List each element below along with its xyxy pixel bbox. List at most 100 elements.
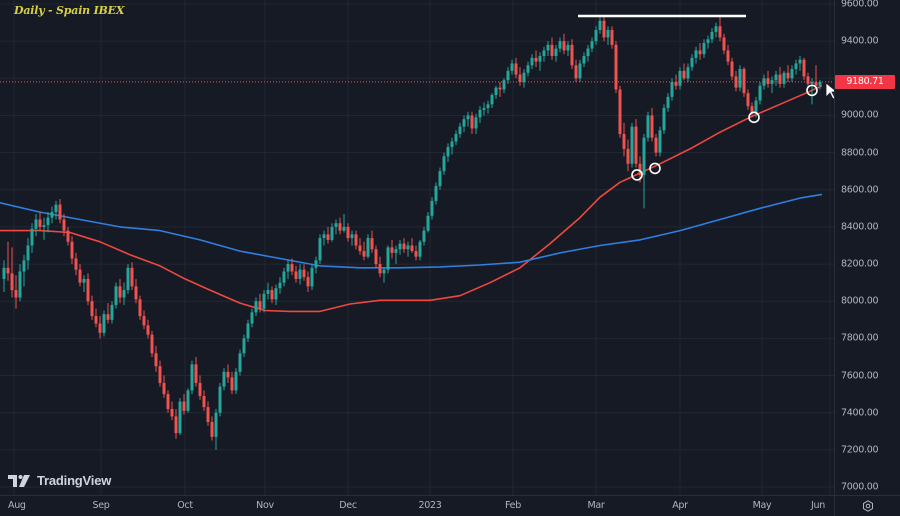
candle [198,375,202,400]
candle [402,238,406,253]
candle [458,122,462,138]
candle [626,139,630,172]
chart-title: Daily - Spain IBEX [14,4,125,17]
candle [678,67,682,90]
candle [662,104,666,135]
candle [238,349,242,376]
candle [534,50,538,68]
candle [522,69,526,88]
candle [510,59,514,75]
candle [398,239,402,255]
candle [194,356,198,387]
fast-moving-average-line[interactable] [0,84,823,313]
candle [82,275,86,292]
candle [110,301,114,324]
candle [150,330,154,357]
candle [686,63,690,83]
candle [178,397,182,435]
candle [586,44,590,62]
candle [614,41,618,94]
candle [778,67,782,88]
candle [566,41,570,57]
candle [250,308,254,328]
candle [214,408,218,450]
candle [50,206,54,224]
candle [6,241,10,281]
candle [126,264,130,294]
ma-touch-circle-icon [649,162,661,175]
candle [234,368,238,395]
slow-moving-average-line[interactable] [0,193,823,269]
last-price-label: 9180.71 [835,74,895,89]
candle [182,394,186,415]
candle [782,70,786,88]
candle [62,213,66,237]
candle [206,401,210,426]
candle [478,106,482,123]
price-tick-label: 8400.00 [841,221,879,233]
candle [634,119,638,168]
candle [470,111,474,135]
candle [750,102,754,118]
candle [170,401,174,421]
candle [766,70,770,88]
candle [26,238,30,270]
tradingview-logo[interactable]: TradingView [8,473,111,488]
candle [598,17,602,34]
candle [570,39,574,70]
candle [14,275,18,309]
candle [382,267,386,283]
candle [594,26,598,45]
gear-icon [863,500,873,512]
time-tick-label: Feb [505,500,521,511]
candle [530,54,534,70]
candle [774,70,778,86]
candle [138,295,142,320]
candle [394,245,398,265]
time-axis[interactable]: Aug Sep Oct Nov Dec 2023 Feb Mar Apr May Jun [0,495,834,516]
time-tick-label: Jun [811,500,825,511]
price-tick-label: 7800.00 [841,332,879,344]
candle [362,241,366,261]
candle [726,44,730,66]
candle [486,100,490,114]
candle [582,52,586,68]
annotations [578,14,818,181]
candle [122,282,126,305]
candle [578,59,582,83]
candle [758,82,762,105]
candle [658,126,662,157]
time-tick-label: Mar [587,500,605,511]
candle [370,230,374,253]
candle [366,234,370,259]
time-tick-label: 2023 [418,500,442,511]
candle [554,44,558,62]
price-chart-plot[interactable] [0,0,834,495]
candle [346,223,350,242]
candle [430,197,434,220]
chart-settings-button[interactable] [834,495,900,516]
candle [258,293,262,313]
candle [574,59,578,83]
candle [262,290,266,313]
candle [246,319,250,343]
candle [338,217,342,235]
candle [714,22,718,38]
candle [682,63,686,81]
candle [410,238,414,253]
candle [278,277,282,294]
candle [186,388,190,413]
candle [142,310,146,330]
candle [790,65,794,83]
candle [282,267,286,287]
price-axis[interactable]: 9600.00 9400.00 9000.00 8800.00 8600.00 8400.… [834,0,900,495]
candle [294,265,298,283]
candle [274,284,278,305]
candle [798,56,802,71]
candle [418,239,422,261]
candle [694,46,698,64]
price-tick-label: 9000.00 [841,109,879,121]
candle [190,360,194,395]
candle [118,278,122,304]
